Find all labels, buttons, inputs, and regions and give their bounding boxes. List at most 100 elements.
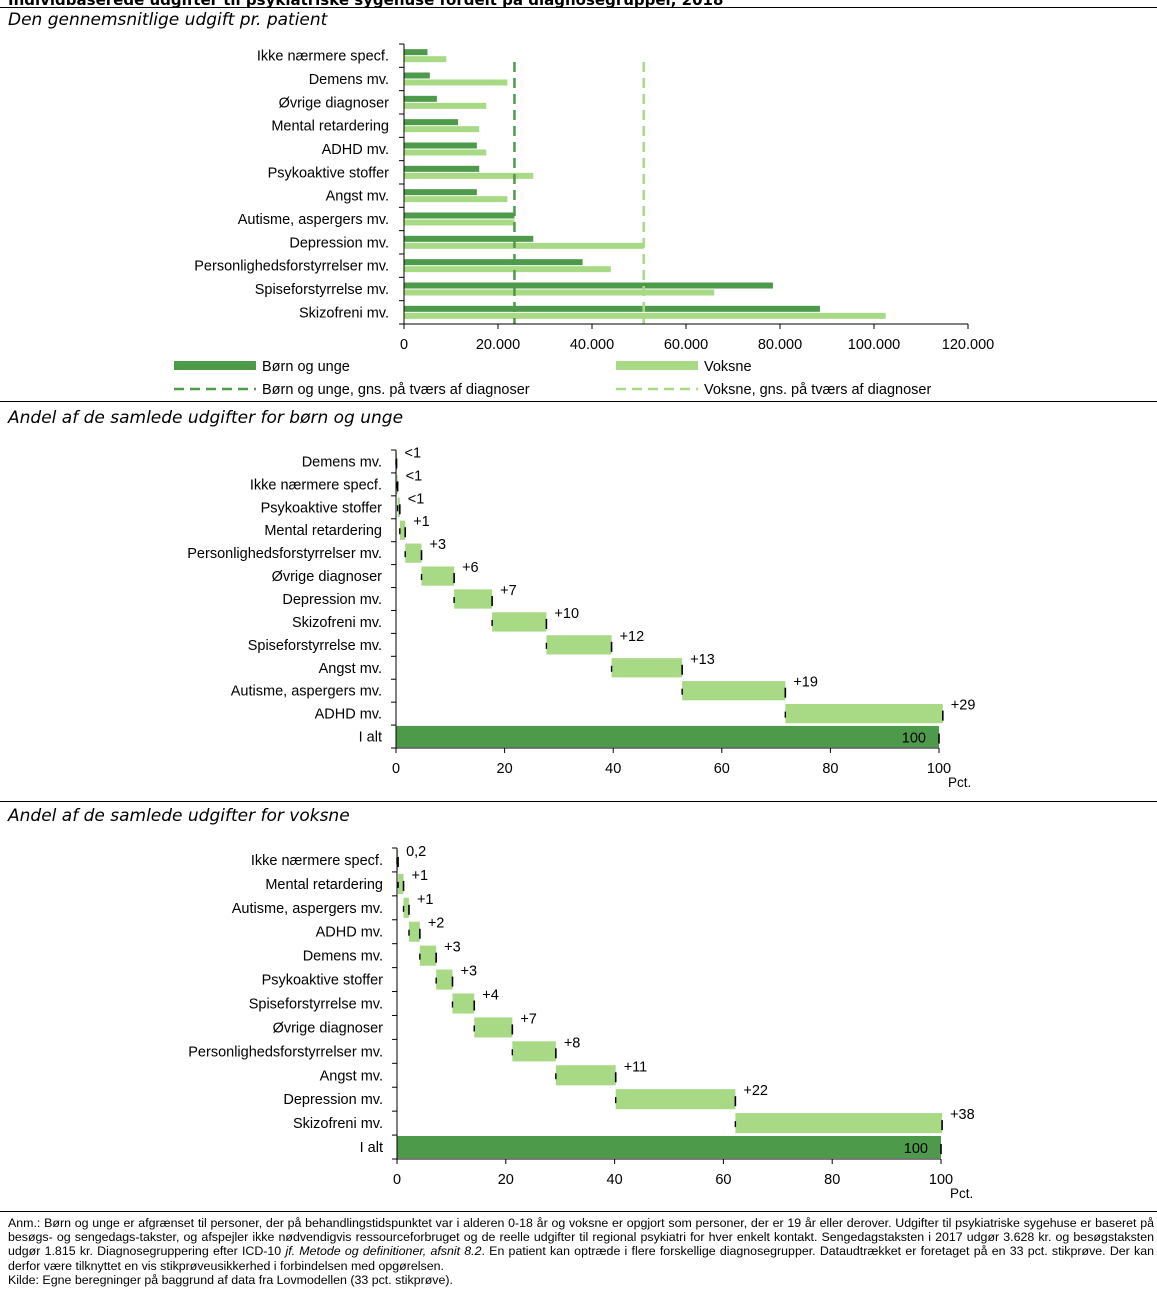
total-value-label: 100 (902, 731, 926, 747)
waterfall-bar (682, 681, 786, 701)
bar-adults (404, 289, 715, 296)
bar-adults (404, 126, 480, 133)
data-label: +7 (500, 583, 517, 599)
avg-cost-chart: Ikke nærmere specf. Demens mv. Øvrige diag… (174, 43, 994, 398)
total-bar (396, 725, 939, 748)
waterfall-bar (397, 497, 400, 517)
x-tick-label: 60.000 (664, 337, 708, 353)
category-label: Psykoaktive stoffer (261, 500, 383, 516)
bar-children (404, 95, 437, 102)
x-tick-label: 100 (929, 1172, 953, 1188)
waterfall-bar (398, 873, 404, 894)
data-label: <1 (405, 445, 422, 461)
category-label: Demens mv. (303, 949, 383, 965)
x-tick-label: 20.000 (476, 337, 520, 353)
chart3-title: Andel af de samlede udgifter for voksne (8, 806, 350, 826)
waterfall-bar (452, 993, 475, 1014)
data-label: +6 (462, 560, 479, 576)
category-label: Personlighedsforstyrrelser mv. (194, 259, 389, 275)
x-tick-label: 80 (822, 761, 838, 777)
category-label: Ikke nærmere specf. (250, 477, 382, 493)
category-label: ADHD mv. (316, 925, 383, 941)
x-tick-label: 20 (497, 761, 513, 777)
x-tick-label: 80.000 (758, 337, 802, 353)
legend-swatch (616, 361, 698, 370)
x-unit-label: Pct. (950, 1186, 973, 1201)
title-divider (0, 7, 1157, 8)
category-label: Ikke nærmere specf. (257, 49, 389, 65)
legend-label: Voksne, gns. på tværs af diagnoser (704, 382, 931, 398)
x-tick-label: 0 (392, 761, 400, 777)
category-label: Angst mv. (326, 189, 389, 205)
x-tick-label: 0 (393, 1172, 401, 1188)
category-label: Depression mv. (283, 1092, 383, 1108)
waterfall-bar (611, 658, 683, 678)
x-tick-label: 80 (824, 1172, 840, 1188)
data-label: +3 (444, 940, 461, 956)
bar-adults (404, 219, 515, 226)
category-label: Øvrige diagnoser (273, 1020, 384, 1036)
category-label: ADHD mv. (315, 707, 382, 723)
category-label: Demens mv. (309, 72, 389, 88)
bar-children (404, 119, 459, 126)
waterfall-bar (615, 1089, 736, 1110)
category-label: Personlighedsforstyrrelser mv. (188, 1044, 383, 1060)
category-label: Autisme, aspergers mv. (231, 684, 382, 700)
waterfall-bar (436, 969, 453, 990)
category-label: Ikke nærmere specf. (251, 853, 383, 869)
data-label: +29 (951, 698, 976, 714)
section-divider-2 (0, 801, 1157, 802)
data-label: +12 (620, 629, 645, 645)
bar-adults (404, 312, 886, 319)
category-label: Personlighedsforstyrrelser mv. (187, 546, 382, 562)
category-label: Depression mv. (289, 235, 389, 251)
bar-children (404, 259, 583, 266)
category-label: Øvrige diagnoser (279, 95, 390, 111)
category-label: Spiseforstyrrelse mv. (255, 282, 389, 298)
waterfall-bar (403, 897, 409, 918)
x-unit-label: Pct. (948, 775, 971, 790)
waterfall-bar (419, 945, 437, 966)
data-label: +7 (520, 1011, 537, 1027)
x-tick-label: 100 (927, 761, 951, 777)
x-tick-label: 0 (400, 337, 408, 353)
data-label: +3 (430, 537, 447, 553)
data-label: +13 (690, 652, 715, 668)
category-label: Mental retardering (264, 523, 382, 539)
notes-divider (0, 1211, 1157, 1212)
chart2-title: Andel af de samlede udgifter for børn og… (8, 408, 404, 428)
category-label: Mental retardering (271, 119, 389, 135)
category-label: Demens mv. (302, 454, 382, 470)
category-label: Psykoaktive stoffer (262, 973, 384, 989)
total-value-label: 100 (904, 1141, 928, 1157)
bar-children (404, 282, 773, 289)
category-label: Øvrige diagnoser (272, 569, 383, 585)
section-divider-1 (0, 401, 1157, 402)
bar-children (404, 49, 428, 56)
category-label: I alt (359, 730, 382, 746)
data-label: +8 (564, 1035, 581, 1051)
bar-children (404, 235, 534, 242)
x-tick-label: 60 (715, 1172, 731, 1188)
x-tick-label: 100.000 (848, 337, 900, 353)
bar-children (404, 189, 477, 196)
waterfall-bar (474, 1017, 513, 1038)
waterfall-bar (546, 635, 612, 655)
page-title: Individbaserede udgifter til psykiatrisk… (8, 0, 724, 9)
data-label: <1 (406, 468, 423, 484)
bar-adults (404, 196, 508, 203)
chart1-title: Den gennemsnitlige udgift pr. patient (8, 10, 328, 30)
bar-adults (404, 266, 611, 273)
data-label: +4 (482, 988, 499, 1004)
bar-children (404, 212, 515, 219)
notes-source: Kilde: Egne beregninger på baggrund af d… (8, 1272, 453, 1287)
category-label: Psykoaktive stoffer (268, 165, 390, 181)
category-label: I alt (360, 1140, 383, 1156)
data-label: +1 (413, 514, 430, 530)
waterfall-bar (555, 1065, 616, 1086)
waterfall-bar (512, 1041, 556, 1062)
category-label: Autisme, aspergers mv. (232, 901, 383, 917)
bar-adults (404, 242, 644, 249)
waterfall-bar (421, 566, 455, 586)
x-tick-label: 40 (605, 761, 621, 777)
